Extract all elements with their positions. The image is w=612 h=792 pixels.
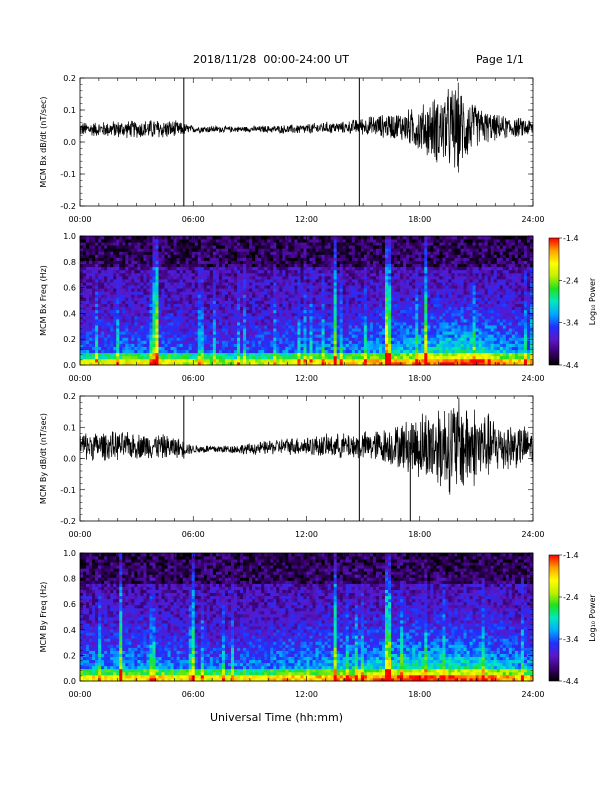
bx-spectrogram-y-tick-label: 1.0 (63, 232, 76, 241)
by-spectrogram-panel: 00:00 06:00 12:00 18:00 24:00 1.0 0.8 0.6 0.4 0.2… (39, 549, 545, 699)
panels: 00:00 06:00 12:00 18:00 24:00 0.2 0.1 0.0 -0.1 -0… (39, 74, 545, 699)
by-spectrogram-colorbar-tick-label: -2.4 (563, 593, 579, 602)
bx-spectrogram-panel: 00:00 06:00 12:00 18:00 24:00 1.0 0.8 0.6 0.4 0.2… (39, 232, 545, 383)
by-waveform-x-tick-label: 00:00 (68, 530, 91, 539)
by-waveform-x-tick-label: 18:00 (408, 530, 431, 539)
bx-spectrogram-x-tick-label: 18:00 (408, 374, 431, 383)
bx-waveform-x-tick-label: 18:00 (408, 215, 431, 224)
bx-spectrogram-y-tick-label: 0.4 (63, 309, 76, 318)
bx-waveform-y-tick-label: 0.0 (63, 138, 76, 147)
bx-spectrogram-colorbar-tick-label: -4.4 (563, 361, 579, 370)
bx-spectrogram-x-tick-label: 06:00 (182, 374, 205, 383)
by-spectrogram-y-tick-label: 1.0 (63, 549, 76, 558)
by-spectrogram-colorbar-tick-label: -3.4 (563, 635, 579, 644)
by-waveform-frame (79, 395, 534, 522)
bx-spectrogram-x-tick-label: 24:00 (521, 374, 544, 383)
bx-waveform-y-axis-label: MCM Bx dB/dt (nT/sec) (39, 96, 48, 187)
bx-waveform-y-tick-label: 0.2 (63, 74, 76, 83)
bx-spectrogram-x-tick-label: 00:00 (68, 374, 91, 383)
bx-waveform-panel: 00:00 06:00 12:00 18:00 24:00 0.2 0.1 0.0 -0.1 -0… (39, 74, 545, 224)
bx-spectrogram-colorbar-tick-label: -1.4 (563, 234, 579, 243)
by-spectrogram-colorbar-tick-label: -4.4 (563, 677, 579, 686)
bx-spectrogram-colorbar-label: Log₁₀ Power (588, 277, 597, 325)
by-waveform-x-tick-label: 24:00 (521, 530, 544, 539)
bx-waveform-x-tick-label: 06:00 (182, 215, 205, 224)
bx-waveform-y-tick-label: 0.1 (63, 106, 76, 115)
bx-waveform-series (79, 78, 534, 206)
by-spectrogram-colorbar (548, 554, 560, 682)
by-spectrogram-cells (80, 553, 534, 682)
by-waveform-panel: 00:00 06:00 12:00 18:00 24:00 0.2 0.1 0.0 -0.1 -0… (39, 392, 545, 539)
bx-waveform-y-tick-label: -0.2 (60, 202, 76, 211)
by-waveform-y-axis-label: MCM By dB/dt (nT/sec) (39, 413, 48, 504)
bx-waveform-x-tick-label: 12:00 (295, 215, 318, 224)
bx-spectrogram-y-tick-label: 0.8 (63, 258, 76, 267)
bx-waveform-x-tick-label: 00:00 (68, 215, 91, 224)
bx-spectrogram-cells (80, 236, 534, 366)
bx-spectrogram-colorbar (548, 237, 560, 366)
by-spectrogram-y-tick-label: 0.0 (63, 677, 76, 686)
bx-waveform-y-tick-label: -0.1 (60, 170, 76, 179)
plot-title: 2018/11/28 00:00-24:00 UT (193, 53, 350, 66)
by-waveform-y-tick-label: 0.2 (63, 392, 76, 401)
bx-spectrogram-y-tick-label: 0.2 (63, 335, 76, 344)
by-spectrogram-y-axis-label: MCM By Freq (Hz) (39, 582, 48, 653)
bx-spectrogram-y-tick-label: 0.6 (63, 284, 76, 293)
bx-spectrogram-colorbar-tick-label: -3.4 (563, 319, 579, 328)
bx-waveform-line (79, 82, 534, 173)
by-waveform-series (79, 396, 534, 521)
by-spectrogram-y-tick-label: 0.6 (63, 600, 76, 609)
by-spectrogram-x-tick-label: 00:00 (68, 690, 91, 699)
x-axis-title: Universal Time (hh:mm) (210, 711, 343, 724)
bx-spectrogram-colorbar-tick-label: -2.4 (563, 276, 579, 285)
by-waveform-y-tick-label: -0.1 (60, 486, 76, 495)
by-waveform-y-tick-label: 0.1 (63, 423, 76, 432)
by-spectrogram-x-tick-label: 12:00 (295, 690, 318, 699)
by-waveform-y-tick-label: 0.0 (63, 455, 76, 464)
colorbars: -1.4 -2.4 -3.4 -4.4 Log₁₀ Power -1.4 -2.4 -3.4 -… (548, 234, 597, 686)
by-waveform-x-tick-label: 06:00 (182, 530, 205, 539)
by-spectrogram-colorbar-tick-label: -1.4 (563, 551, 579, 560)
by-spectrogram-y-tick-label: 0.8 (63, 575, 76, 584)
by-waveform-line (79, 397, 534, 495)
bx-spectrogram-y-tick-label: 0.0 (63, 361, 76, 370)
by-spectrogram-colorbar-label: Log₁₀ Power (588, 594, 597, 642)
by-spectrogram-y-tick-label: 0.2 (63, 651, 76, 660)
by-waveform-x-tick-label: 12:00 (295, 530, 318, 539)
bx-spectrogram-y-axis-label: MCM Bx Freq (Hz) (39, 265, 48, 336)
by-waveform-y-tick-label: -0.2 (60, 517, 76, 526)
by-spectrogram-x-tick-label: 24:00 (521, 690, 544, 699)
page-number: Page 1/1 (476, 53, 524, 66)
by-spectrogram-x-tick-label: 18:00 (408, 690, 431, 699)
by-spectrogram-x-tick-label: 06:00 (182, 690, 205, 699)
bx-waveform-x-tick-label: 24:00 (521, 215, 544, 224)
by-spectrogram-y-tick-label: 0.4 (63, 626, 76, 635)
bx-spectrogram-x-tick-label: 12:00 (295, 374, 318, 383)
